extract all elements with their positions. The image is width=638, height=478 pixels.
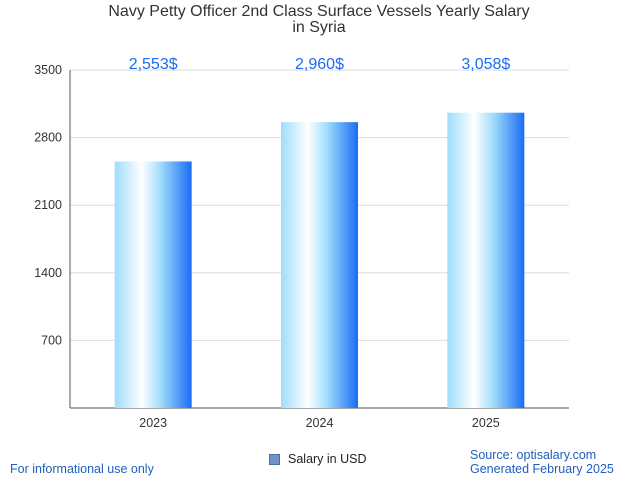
legend-swatch (269, 453, 280, 465)
x-tick-label: 2023 (139, 416, 167, 430)
x-tick-label: 2025 (472, 416, 500, 430)
bar-2024 (281, 122, 358, 409)
bar-2025 (447, 112, 525, 408)
bar-2023 (114, 161, 192, 408)
data-label: 3,058$ (461, 56, 510, 73)
chart-title-line-1: Navy Petty Officer 2nd Class Surface Ves… (108, 3, 530, 20)
data-label: 2,960$ (295, 56, 344, 73)
legend: Salary in USD (269, 450, 367, 468)
legend-label: Salary in USD (288, 452, 367, 466)
y-tick-label: 2100 (34, 198, 62, 212)
y-tick-label: 3500 (34, 63, 62, 77)
footer-generated: Generated February 2025 (470, 462, 614, 476)
chart-title: Navy Petty Officer 2nd Class Surface Ves… (0, 4, 638, 36)
footer-disclaimer: For informational use only (10, 462, 154, 476)
y-tick-label: 1400 (34, 266, 62, 280)
chart-title-line-2: in Syria (292, 19, 346, 36)
y-tick-label: 2800 (34, 131, 62, 145)
x-tick-label: 2024 (306, 416, 334, 430)
y-tick-label: 700 (41, 333, 62, 347)
footer-source: Source: optisalary.com (470, 448, 597, 462)
data-label: 2,553$ (129, 56, 178, 73)
